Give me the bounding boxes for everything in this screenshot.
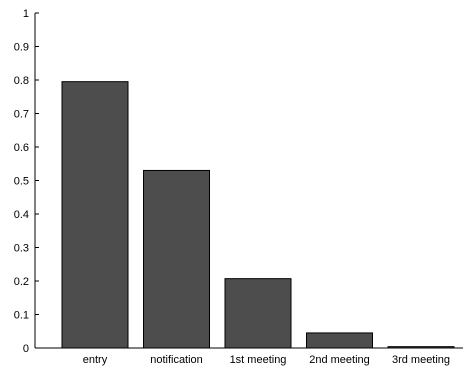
x-tick-label: entry: [83, 354, 108, 366]
bar-notification: [143, 169, 210, 349]
x-tick-label: 3rd meeting: [392, 354, 450, 366]
y-tick-label: 0.3: [14, 243, 29, 255]
x-axis-labels: entry notification 1st meeting 2nd meeting 3…: [83, 354, 450, 366]
y-tick-label: 0.6: [14, 142, 29, 154]
y-tick-label: 0.8: [14, 75, 29, 87]
x-tick-label: notification: [150, 354, 203, 366]
y-tick-label: 0.4: [14, 209, 29, 221]
bar-entry: [61, 81, 129, 349]
y-tick-label: 0.2: [14, 276, 29, 288]
y-tick-label: 1: [23, 8, 29, 20]
x-tick-label: 2nd meeting: [309, 354, 370, 366]
y-tick-label: 0.7: [14, 109, 29, 121]
x-tick-label: 1st meeting: [230, 354, 287, 366]
y-tick-label: 0.5: [14, 176, 29, 188]
y-tick-label: 0.1: [14, 310, 29, 322]
y-tick-label: 0: [23, 343, 29, 355]
bar-2nd-meeting: [306, 332, 373, 349]
y-axis-ticks: 0 0.1 0.2 0.3 0.4 0.5 0.6 0.7 0.8 0.9 1: [14, 8, 39, 355]
y-tick-label: 0.9: [14, 42, 29, 54]
bar-series: [61, 81, 455, 349]
bar-1st-meeting: [224, 278, 292, 349]
